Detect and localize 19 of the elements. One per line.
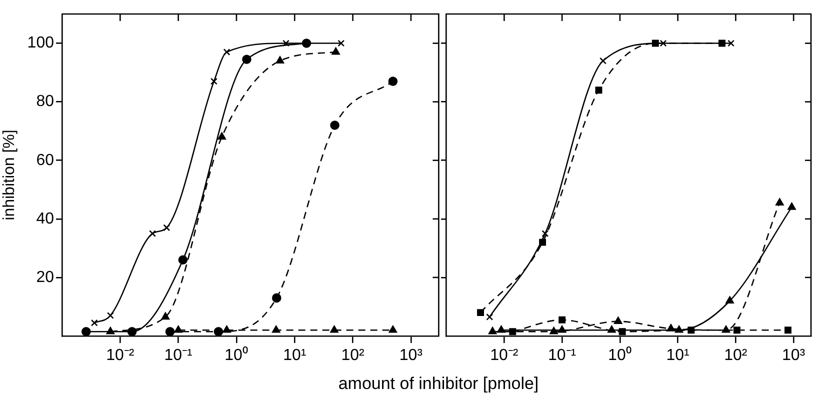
y-tick-label: 100 — [27, 34, 54, 52]
x-tick-label: 10² — [724, 347, 748, 364]
y-tick-label: 60 — [36, 152, 54, 169]
x-tick-label: 10² — [341, 347, 366, 364]
x-tick-label: 10⁰ — [224, 346, 248, 364]
x-tick-label: 10³ — [399, 347, 424, 364]
x-tick-label: 10³ — [782, 347, 806, 364]
x-tick-label: 10⁻² — [106, 347, 135, 364]
x-tick-label: 10⁰ — [608, 346, 632, 364]
x-tick-label: 10¹ — [283, 347, 306, 364]
x-tick-label: 10¹ — [666, 347, 690, 364]
y-tick-label: 20 — [36, 268, 54, 286]
x-axis-title: amount of inhibitor [pmole] — [337, 374, 540, 394]
x-tick-label: 10⁻¹ — [548, 347, 576, 364]
y-tick-label: 80 — [36, 93, 54, 110]
x-tick-label: 10⁻² — [490, 347, 519, 364]
x-tick-label: 10⁻¹ — [164, 347, 192, 364]
y-axis-title: inhibition [%] — [1, 130, 18, 220]
y-tick-label: 40 — [36, 210, 54, 228]
